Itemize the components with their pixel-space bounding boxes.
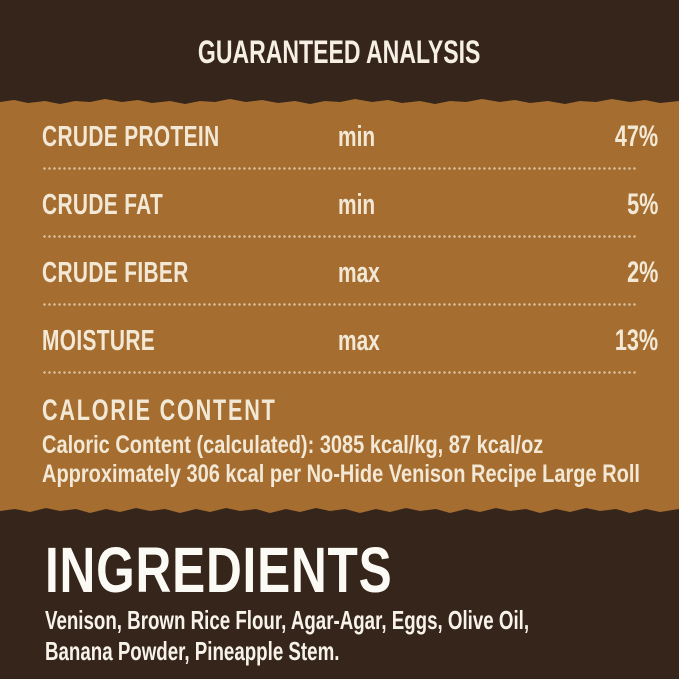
dotted-divider (42, 303, 637, 306)
dotted-divider (42, 167, 637, 170)
nutrient-value: 5% (626, 188, 658, 221)
analysis-row-crude-fiber: CRUDE FIBER max 2% (0, 244, 679, 312)
ingredients-line: Banana Powder, Pineapple Stem. (45, 636, 340, 666)
torn-edge-top (0, 96, 679, 104)
nutrient-label: MOISTURE (42, 324, 156, 357)
nutrient-value: 13% (614, 324, 658, 357)
page-title: GUARANTEED ANALYSIS (198, 33, 481, 70)
analysis-row-moisture: MOISTURE max 13% (0, 312, 679, 380)
nutrient-value: 2% (626, 256, 658, 289)
torn-edge-bottom (0, 508, 679, 518)
nutrient-label: CRUDE FAT (42, 188, 164, 221)
qualifier-max: max (338, 256, 380, 289)
dotted-divider (42, 235, 637, 238)
analysis-row-crude-fat: CRUDE FAT min 5% (0, 176, 679, 244)
nutrient-value: 47% (614, 120, 658, 153)
calorie-content-section: CALORIE CONTENT Caloric Content (calcula… (0, 380, 679, 504)
qualifier-max: max (338, 324, 380, 357)
qualifier-min: min (338, 120, 376, 153)
analysis-table: CRUDE PROTEIN min 47% CRUDE FAT min 5% C… (0, 108, 679, 380)
caloric-content-line: Caloric Content (calculated): 3085 kcal/… (42, 431, 544, 459)
dotted-divider (42, 371, 637, 374)
ingredients-line: Venison, Brown Rice Flour, Agar-Agar, Eg… (45, 605, 530, 635)
ingredients-section: INGREDIENTS Venison, Brown Rice Flour, A… (0, 518, 679, 679)
header-band: GUARANTEED ANALYSIS (0, 0, 679, 96)
nutrient-label: CRUDE FIBER (42, 256, 189, 289)
qualifier-min: min (338, 188, 376, 221)
calorie-content-heading: CALORIE CONTENT (42, 394, 277, 427)
analysis-row-crude-protein: CRUDE PROTEIN min 47% (0, 108, 679, 176)
nutrient-label: CRUDE PROTEIN (42, 120, 220, 153)
ingredients-heading: INGREDIENTS (45, 534, 393, 606)
caloric-approx-line: Approximately 306 kcal per No-Hide Venis… (42, 460, 640, 488)
